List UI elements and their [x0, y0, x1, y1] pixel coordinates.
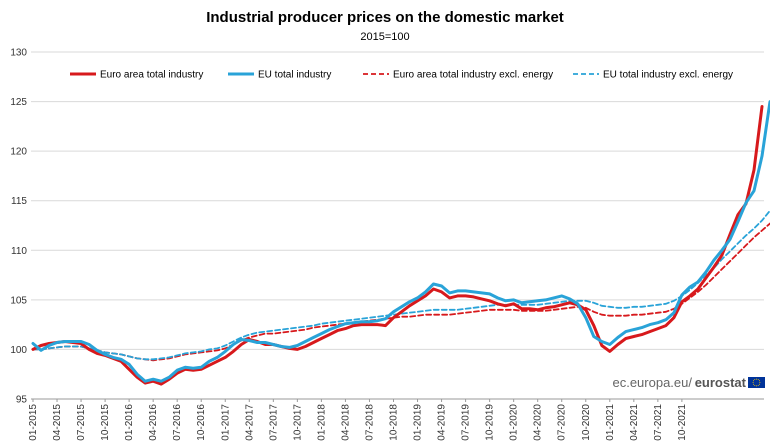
x-tick-label: 04-2020 — [533, 404, 544, 441]
legend: Euro area total industry EU total industr… — [70, 70, 733, 81]
x-tick-label: 10-2021 — [677, 404, 688, 441]
x-tick-label: 07-2015 — [76, 404, 87, 441]
chart-title: Industrial producer prices on the domest… — [206, 9, 564, 26]
x-tick-label: 01-2015 — [28, 404, 39, 441]
flag-star — [757, 384, 759, 386]
y-tick-label: 115 — [11, 196, 27, 207]
flag-star — [757, 379, 759, 381]
x-tick-label: 10-2020 — [581, 404, 592, 441]
flag-star — [754, 384, 756, 386]
flag-star — [759, 382, 761, 383]
series-line — [32, 209, 770, 361]
legend-label: Euro area total industry excl. energy — [393, 70, 553, 81]
x-tick-label: 01-2017 — [220, 404, 231, 441]
flag-star — [756, 378, 757, 380]
y-axis-ticks: 95 100 105 110 115 120 125 130 — [10, 48, 27, 406]
y-tick-label: 95 — [16, 395, 28, 406]
x-tick-label: 04-2021 — [629, 404, 640, 441]
x-tick-label: 10-2016 — [196, 404, 207, 441]
legend-label: EU total industry — [258, 70, 331, 81]
flag-star — [754, 379, 756, 381]
y-tick-label: 130 — [10, 48, 27, 59]
y-tick-label: 125 — [10, 97, 27, 108]
series-lines — [31, 100, 770, 386]
y-tick-label: 110 — [11, 246, 27, 257]
x-tick-label: 10-2015 — [100, 404, 111, 441]
y-tick-label: 100 — [10, 345, 27, 356]
x-axis: 01-2015 04-2015 07-2015 10-2015 01-2016 04-20… — [28, 399, 688, 441]
series-line — [31, 100, 770, 383]
x-tick-label: 07-2021 — [653, 404, 664, 441]
x-tick-label: 01-2021 — [605, 404, 616, 441]
eurostat-watermark: ec.europa.eu/ eurostat — [612, 375, 765, 390]
x-tick-label: 01-2018 — [316, 404, 327, 441]
x-tick-label: 04-2017 — [244, 404, 255, 441]
x-tick-label: 10-2017 — [292, 404, 303, 441]
x-tick-label: 04-2019 — [437, 404, 448, 441]
flag-star — [753, 383, 755, 385]
x-tick-label: 07-2019 — [461, 404, 472, 441]
x-tick-label: 01-2016 — [124, 404, 135, 441]
watermark-brand: eurostat — [695, 375, 747, 390]
eu-flag-stars — [752, 378, 761, 387]
x-tick-label: 07-2018 — [364, 404, 375, 441]
flag-star — [753, 380, 755, 382]
x-tick-label: 10-2018 — [388, 404, 399, 441]
flag-star — [752, 382, 754, 383]
x-tick-label: 07-2020 — [557, 404, 568, 441]
x-tick-label: 01-2020 — [509, 404, 520, 441]
flag-star — [758, 380, 760, 382]
y-tick-label: 105 — [10, 295, 27, 306]
series-line — [32, 222, 770, 362]
chart-subtitle: 2015=100 — [360, 31, 409, 43]
watermark-site: ec.europa.eu/ — [612, 375, 692, 390]
gridlines — [31, 51, 764, 400]
x-tick-label: 01-2019 — [413, 404, 424, 441]
x-tick-label: 07-2017 — [268, 404, 279, 441]
legend-label: Euro area total industry — [100, 70, 203, 81]
series-line — [31, 105, 764, 386]
x-tick-label: 07-2016 — [172, 404, 183, 441]
eu-flag-icon — [748, 377, 765, 388]
x-tick-label: 04-2018 — [340, 404, 351, 441]
x-tick-label: 04-2015 — [52, 404, 63, 441]
legend-label: EU total industry excl. energy — [603, 70, 733, 81]
x-tick-label: 04-2016 — [148, 404, 159, 441]
flag-star — [756, 385, 757, 387]
y-tick-label: 120 — [10, 147, 27, 158]
flag-star — [758, 383, 760, 385]
x-tick-label: 10-2019 — [485, 404, 496, 441]
